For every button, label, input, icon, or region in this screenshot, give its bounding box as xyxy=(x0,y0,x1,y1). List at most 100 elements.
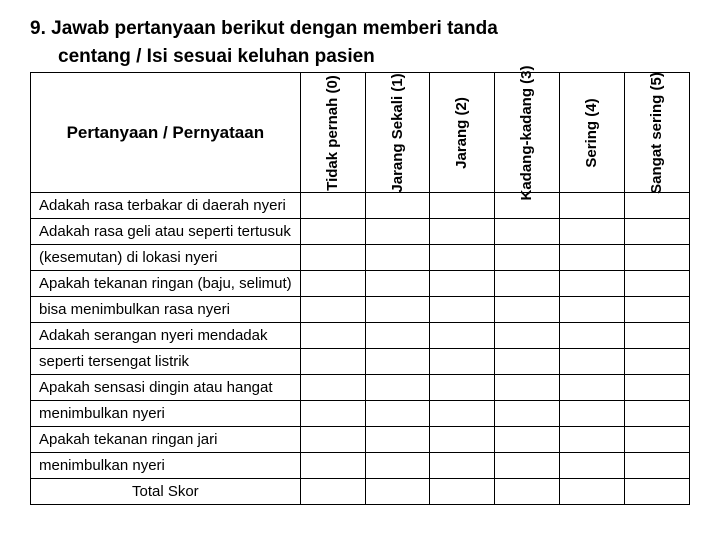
answer-cell[interactable] xyxy=(495,271,560,297)
table-row: Apakah sensasi dingin atau hangat xyxy=(31,375,690,401)
answer-cell[interactable] xyxy=(495,245,560,271)
answer-cell[interactable] xyxy=(300,219,365,245)
header-question-label: Pertanyaan / Pernyataan xyxy=(31,73,301,193)
answer-cell[interactable] xyxy=(365,219,430,245)
questionnaire-table: Pertanyaan / Pernyataan Tidak pernah (0)… xyxy=(30,72,690,505)
answer-cell[interactable] xyxy=(300,193,365,219)
question-text: (kesemutan) di lokasi nyeri xyxy=(31,245,301,271)
total-cell[interactable] xyxy=(560,479,625,505)
answer-cell[interactable] xyxy=(430,193,495,219)
answer-cell[interactable] xyxy=(560,349,625,375)
answer-cell[interactable] xyxy=(625,453,690,479)
scale-label: Sering (4) xyxy=(583,98,601,167)
answer-cell[interactable] xyxy=(430,271,495,297)
total-label: Total Skor xyxy=(31,479,301,505)
answer-cell[interactable] xyxy=(365,323,430,349)
table-row: Apakah tekanan ringan (baju, selimut) xyxy=(31,271,690,297)
answer-cell[interactable] xyxy=(365,245,430,271)
table-row: Adakah rasa geli atau seperti tertusuk xyxy=(31,219,690,245)
table-row: bisa menimbulkan rasa nyeri xyxy=(31,297,690,323)
answer-cell[interactable] xyxy=(625,219,690,245)
question-text: Apakah tekanan ringan (baju, selimut) xyxy=(31,271,301,297)
answer-cell[interactable] xyxy=(430,453,495,479)
answer-cell[interactable] xyxy=(300,401,365,427)
answer-cell[interactable] xyxy=(300,349,365,375)
answer-cell[interactable] xyxy=(495,323,560,349)
answer-cell[interactable] xyxy=(625,349,690,375)
scale-label: Jarang Sekali (1) xyxy=(389,73,407,192)
question-subtitle: centang / Isi sesuai keluhan pasien xyxy=(58,46,690,68)
answer-cell[interactable] xyxy=(560,271,625,297)
question-text: Adakah serangan nyeri mendadak xyxy=(31,323,301,349)
question-text: Apakah sensasi dingin atau hangat xyxy=(31,375,301,401)
table-row: Adakah rasa terbakar di daerah nyeri xyxy=(31,193,690,219)
answer-cell[interactable] xyxy=(495,219,560,245)
answer-cell[interactable] xyxy=(430,323,495,349)
answer-cell[interactable] xyxy=(300,427,365,453)
answer-cell[interactable] xyxy=(625,427,690,453)
table-row: menimbulkan nyeri xyxy=(31,453,690,479)
answer-cell[interactable] xyxy=(625,401,690,427)
answer-cell[interactable] xyxy=(365,453,430,479)
answer-cell[interactable] xyxy=(300,297,365,323)
answer-cell[interactable] xyxy=(495,297,560,323)
answer-cell[interactable] xyxy=(625,193,690,219)
answer-cell[interactable] xyxy=(560,401,625,427)
answer-cell[interactable] xyxy=(625,323,690,349)
answer-cell[interactable] xyxy=(365,271,430,297)
total-cell[interactable] xyxy=(495,479,560,505)
total-cell[interactable] xyxy=(430,479,495,505)
answer-cell[interactable] xyxy=(365,427,430,453)
table-row: Adakah serangan nyeri mendadak xyxy=(31,323,690,349)
answer-cell[interactable] xyxy=(300,271,365,297)
answer-cell[interactable] xyxy=(495,349,560,375)
question-text: seperti tersengat listrik xyxy=(31,349,301,375)
answer-cell[interactable] xyxy=(430,297,495,323)
answer-cell[interactable] xyxy=(560,453,625,479)
answer-cell[interactable] xyxy=(560,245,625,271)
scale-header-5: Sangat sering (5) xyxy=(625,73,690,193)
answer-cell[interactable] xyxy=(560,375,625,401)
answer-cell[interactable] xyxy=(365,375,430,401)
answer-cell[interactable] xyxy=(560,427,625,453)
answer-cell[interactable] xyxy=(365,349,430,375)
table-row: Apakah tekanan ringan jari xyxy=(31,427,690,453)
answer-cell[interactable] xyxy=(430,245,495,271)
answer-cell[interactable] xyxy=(560,193,625,219)
answer-cell[interactable] xyxy=(430,375,495,401)
scale-label: Jarang (2) xyxy=(453,97,471,169)
answer-cell[interactable] xyxy=(560,297,625,323)
answer-cell[interactable] xyxy=(365,193,430,219)
answer-cell[interactable] xyxy=(495,375,560,401)
scale-header-0: Tidak pernah (0) xyxy=(300,73,365,193)
answer-cell[interactable] xyxy=(300,245,365,271)
total-cell[interactable] xyxy=(365,479,430,505)
total-cell[interactable] xyxy=(625,479,690,505)
answer-cell[interactable] xyxy=(365,401,430,427)
answer-cell[interactable] xyxy=(430,427,495,453)
answer-cell[interactable] xyxy=(300,323,365,349)
total-cell[interactable] xyxy=(300,479,365,505)
question-text: Apakah tekanan ringan jari xyxy=(31,427,301,453)
answer-cell[interactable] xyxy=(430,219,495,245)
answer-cell[interactable] xyxy=(625,297,690,323)
answer-cell[interactable] xyxy=(495,427,560,453)
question-text: menimbulkan nyeri xyxy=(31,401,301,427)
answer-cell[interactable] xyxy=(430,349,495,375)
scale-header-2: Jarang (2) xyxy=(430,73,495,193)
answer-cell[interactable] xyxy=(365,297,430,323)
answer-cell[interactable] xyxy=(625,271,690,297)
answer-cell[interactable] xyxy=(300,453,365,479)
answer-cell[interactable] xyxy=(430,401,495,427)
question-text: menimbulkan nyeri xyxy=(31,453,301,479)
question-title: 9. Jawab pertanyaan berikut dengan membe… xyxy=(30,18,690,40)
answer-cell[interactable] xyxy=(625,245,690,271)
answer-cell[interactable] xyxy=(625,375,690,401)
question-text: Adakah rasa terbakar di daerah nyeri xyxy=(31,193,301,219)
answer-cell[interactable] xyxy=(300,375,365,401)
table-row: seperti tersengat listrik xyxy=(31,349,690,375)
answer-cell[interactable] xyxy=(495,401,560,427)
answer-cell[interactable] xyxy=(560,219,625,245)
answer-cell[interactable] xyxy=(495,453,560,479)
answer-cell[interactable] xyxy=(560,323,625,349)
